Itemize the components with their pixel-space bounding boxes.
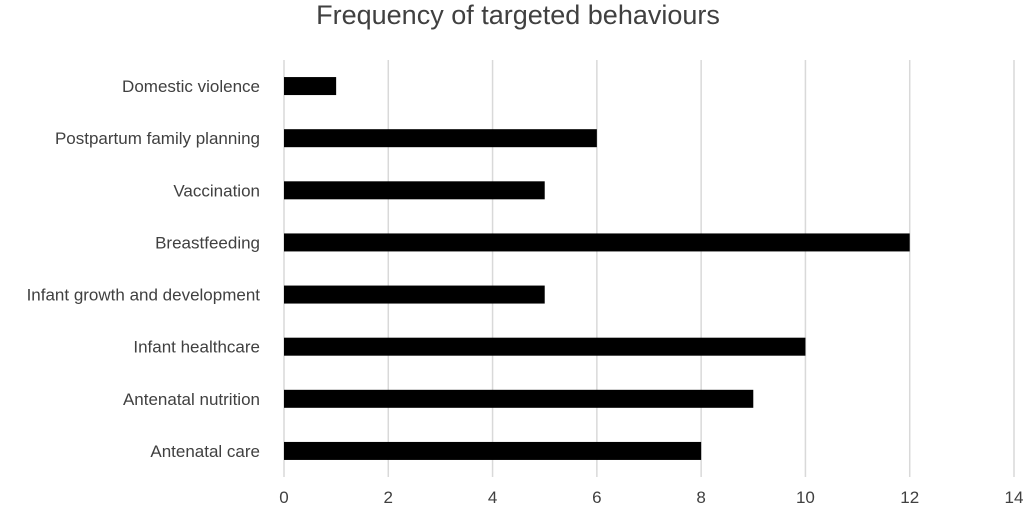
x-tick-label: 6 [592, 488, 601, 507]
bar [284, 77, 337, 96]
category-label: Vaccination [173, 181, 260, 200]
bar [284, 233, 910, 252]
category-label: Infant growth and development [27, 286, 261, 305]
x-axis-tick-labels: 0 2 4 6 8 10 12 14 [279, 488, 1023, 507]
x-tick-label: 4 [488, 488, 497, 507]
x-tick-label: 14 [1005, 488, 1024, 507]
category-label: Antenatal nutrition [123, 390, 260, 409]
bar [284, 285, 545, 304]
bar [284, 181, 545, 200]
bar [284, 337, 806, 356]
category-label: Breastfeeding [155, 233, 260, 252]
bar [284, 129, 597, 148]
category-label: Antenatal care [150, 442, 260, 461]
bars [284, 77, 910, 460]
category-label: Infant healthcare [133, 338, 260, 357]
chart-title: Frequency of targeted behaviours [316, 0, 720, 30]
category-label: Postpartum family planning [55, 129, 260, 148]
x-tick-label: 10 [796, 488, 815, 507]
bar [284, 441, 702, 460]
x-tick-label: 2 [384, 488, 393, 507]
gridlines [283, 60, 1015, 477]
category-label: Domestic violence [122, 77, 260, 96]
x-tick-label: 8 [696, 488, 705, 507]
x-tick-label: 12 [900, 488, 919, 507]
bar [284, 389, 754, 408]
x-tick-label: 0 [279, 488, 288, 507]
category-labels: Domestic violence Postpartum family plann… [27, 77, 261, 461]
